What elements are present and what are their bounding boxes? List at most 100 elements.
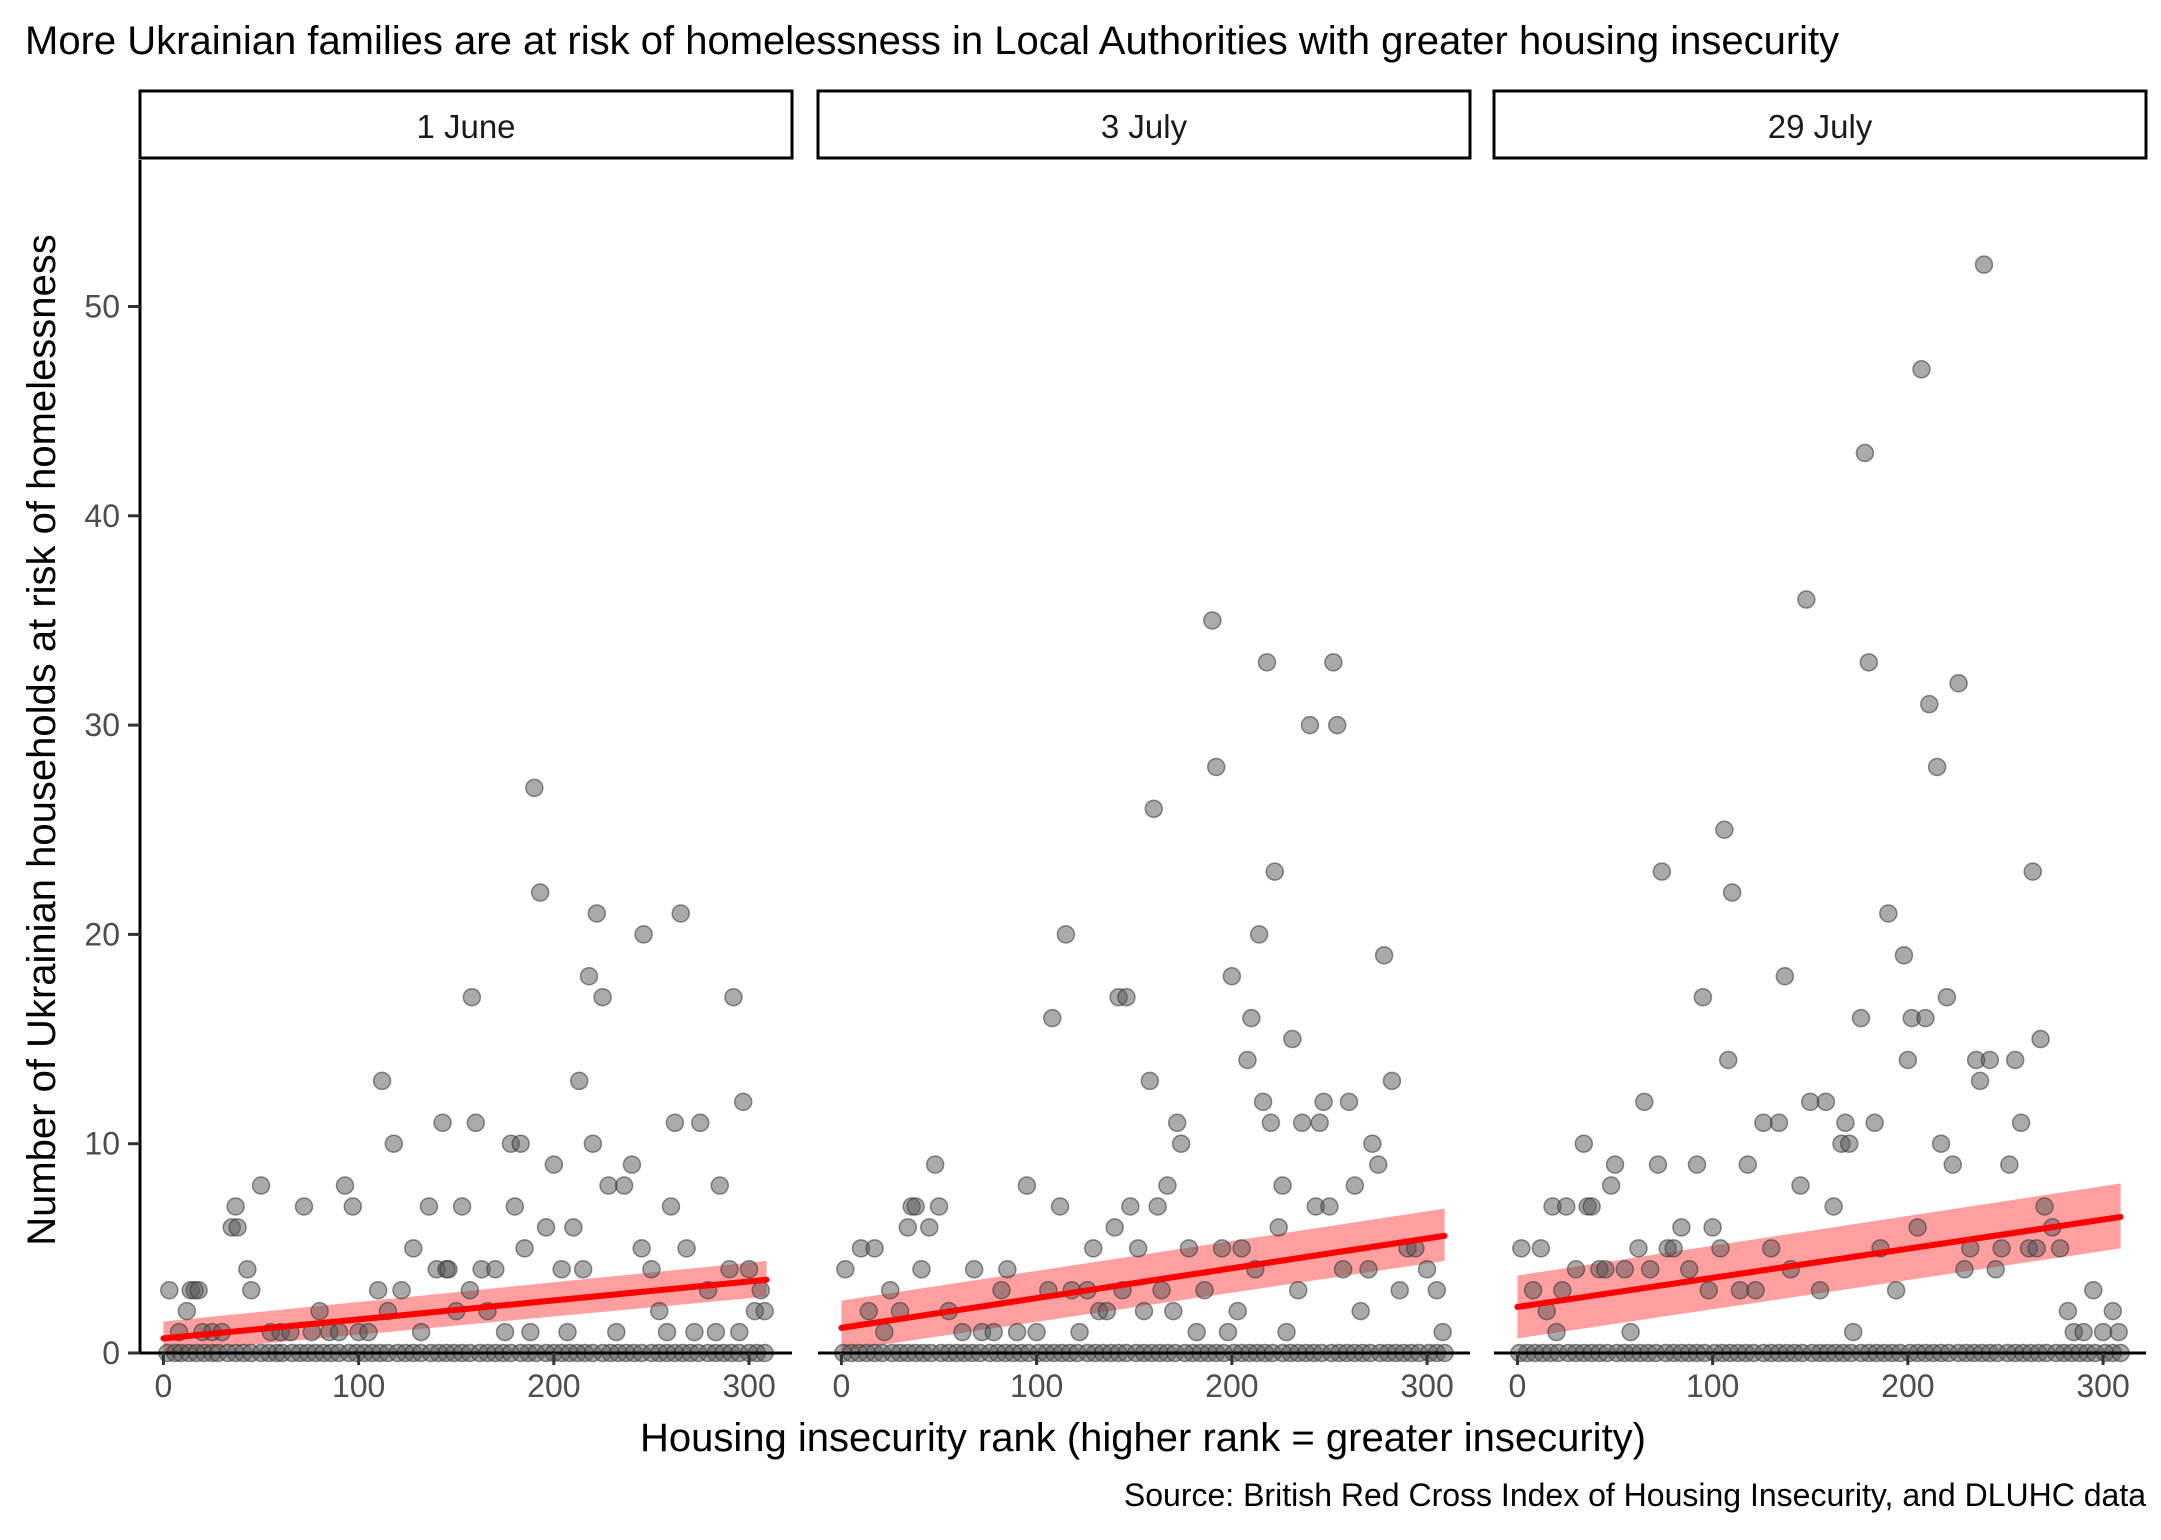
data-point — [929, 1197, 949, 1216]
data-point — [329, 1322, 349, 1342]
data-point — [587, 904, 607, 923]
chart-title: More Ukrainian families are at risk of h… — [25, 19, 1839, 63]
data-point — [1582, 1197, 1601, 1216]
data-point — [1179, 1239, 1199, 1258]
data-point — [1621, 1322, 1640, 1342]
data-point — [859, 1301, 879, 1321]
data-point — [452, 1197, 472, 1216]
data-point — [953, 1322, 972, 1342]
data-point — [511, 1134, 530, 1153]
data-point — [1187, 1322, 1206, 1342]
y-tick-label: 10 — [84, 1126, 120, 1162]
data-point — [898, 1218, 918, 1237]
data-point — [1359, 1260, 1378, 1279]
trend-line — [838, 1232, 1448, 1331]
data-point — [720, 1260, 739, 1279]
data-point — [1605, 1155, 1625, 1174]
data-point — [1746, 1280, 1765, 1300]
trend-line — [1514, 1213, 2124, 1310]
data-point — [1722, 883, 1742, 902]
data-point — [1152, 1280, 1171, 1300]
data-point — [404, 1239, 423, 1258]
data-point — [2109, 1322, 2128, 1342]
data-point — [1797, 590, 1816, 609]
data-point — [238, 1260, 257, 1279]
data-point — [1800, 1092, 1820, 1112]
data-point — [906, 1197, 925, 1216]
data-point — [836, 1260, 855, 1279]
data-point — [384, 1134, 404, 1153]
data-point — [433, 1113, 452, 1133]
data-point — [964, 1260, 984, 1279]
data-point — [1195, 1280, 1214, 1300]
x-tick-label: 300 — [722, 1368, 775, 1404]
data-point — [677, 1239, 696, 1258]
data-point — [368, 1280, 388, 1300]
data-point — [642, 1260, 661, 1279]
data-point — [2000, 1155, 2019, 1174]
data-point — [343, 1197, 363, 1216]
data-point — [579, 967, 599, 986]
data-point — [1547, 1322, 1566, 1342]
data-point — [1719, 1050, 1738, 1070]
data-point — [1512, 1239, 1531, 1258]
data-point — [1310, 1113, 1329, 1133]
data-point — [1363, 1134, 1382, 1153]
data-point — [1238, 1050, 1257, 1070]
data-point — [544, 1155, 564, 1174]
data-point — [2011, 1113, 2031, 1133]
data-point — [1148, 1197, 1167, 1216]
data-point — [1167, 1113, 1187, 1133]
data-point — [1144, 799, 1164, 819]
data-point — [1017, 1176, 1037, 1195]
data-point — [1333, 1260, 1353, 1279]
x-axis-title: Housing insecurity rank (higher rank = g… — [640, 1416, 1646, 1460]
data-point — [1566, 1260, 1586, 1279]
data-point — [569, 1071, 589, 1091]
data-point — [685, 1322, 704, 1342]
data-point — [1715, 820, 1734, 840]
facet-strip — [1492, 89, 2148, 160]
data-point — [573, 1260, 593, 1279]
data-point — [1810, 1280, 1830, 1300]
data-point — [1523, 1280, 1543, 1300]
data-point — [865, 1239, 884, 1258]
data-point — [1351, 1301, 1370, 1321]
data-point — [189, 1280, 208, 1300]
data-point — [1339, 1092, 1359, 1112]
data-point — [1345, 1176, 1365, 1195]
data-point — [607, 1322, 626, 1342]
data-point — [1943, 1155, 1962, 1174]
facet-strip — [138, 89, 794, 160]
data-point — [1865, 1113, 1884, 1133]
data-point — [1879, 904, 1898, 923]
data-point — [1228, 1301, 1247, 1321]
facet-panel: 3 July 0 100 200 300 — [816, 89, 1472, 1404]
data-point — [160, 1280, 179, 1300]
data-point — [1931, 1134, 1951, 1153]
data-point — [1253, 1092, 1273, 1112]
data-point — [1816, 1092, 1836, 1112]
y-tick-label: 40 — [84, 498, 120, 534]
data-point — [1314, 1092, 1333, 1112]
data-point — [1117, 987, 1136, 1007]
data-point — [564, 1218, 583, 1237]
data-point — [228, 1218, 247, 1237]
data-point — [1056, 925, 1076, 944]
data-point — [242, 1280, 261, 1300]
data-point — [1121, 1197, 1140, 1216]
data-point — [1273, 1176, 1292, 1195]
x-tick-label: 0 — [833, 1368, 851, 1404]
data-point — [1791, 1176, 1810, 1195]
data-point — [536, 1218, 556, 1237]
x-tick-label: 300 — [2076, 1368, 2129, 1404]
data-point — [1898, 1050, 1918, 1070]
data-point — [1556, 1197, 1576, 1216]
data-point — [739, 1260, 759, 1279]
data-point — [875, 1322, 894, 1342]
data-point — [439, 1260, 458, 1279]
facet-strip — [816, 89, 1472, 160]
data-point — [730, 1322, 749, 1342]
data-point — [1574, 1134, 1594, 1153]
